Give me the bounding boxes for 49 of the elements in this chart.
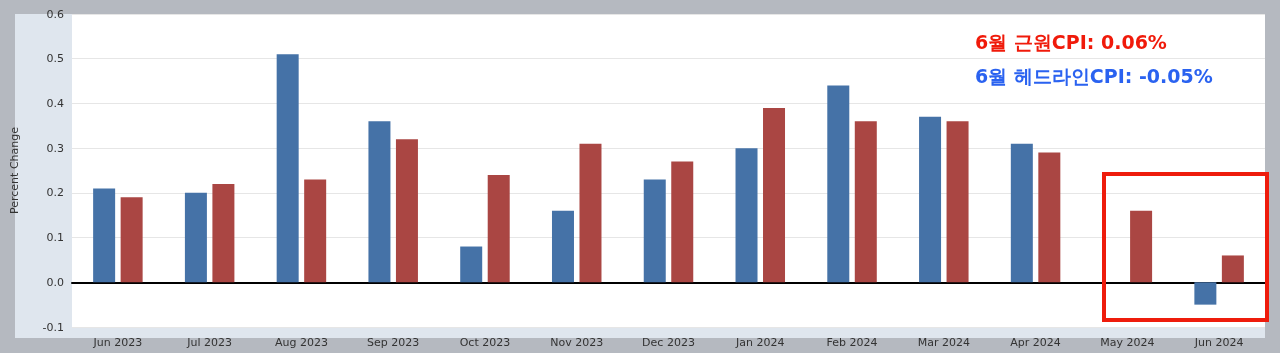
- y-tick-label: 0.5: [46, 52, 64, 66]
- bar: [551, 210, 574, 283]
- y-tick-label: 0.2: [46, 186, 64, 200]
- x-tick-label: Feb 2024: [826, 336, 878, 349]
- annotation: 6월 근원CPI: 0.06%: [975, 30, 1167, 55]
- y-tick-label: 0.1: [46, 231, 64, 245]
- bar: [1194, 282, 1217, 305]
- annotation: 6월 헤드라인CPI: -0.05%: [975, 64, 1213, 89]
- bar: [643, 179, 666, 283]
- bar: [460, 246, 483, 283]
- y-axis-title: Percent Change: [8, 126, 21, 215]
- bar: [487, 174, 510, 283]
- x-tick-label: Aug 2023: [274, 336, 328, 349]
- bar: [212, 183, 235, 283]
- y-tick-label: 0.4: [46, 96, 64, 110]
- x-tick-label: May 2024: [1100, 336, 1155, 349]
- x-tick-label: Dec 2023: [642, 336, 695, 349]
- bar: [854, 121, 877, 283]
- bar: [1130, 210, 1153, 283]
- bar: [579, 143, 602, 283]
- bar: [946, 121, 969, 283]
- bar: [93, 188, 116, 283]
- y-tick-label: -0.1: [42, 320, 64, 334]
- x-tick-label: Apr 2024: [1010, 336, 1061, 349]
- x-tick-label: Oct 2023: [459, 336, 511, 349]
- bar: [1221, 255, 1244, 283]
- x-tick-label: Jun 2024: [1193, 336, 1244, 349]
- bar: [827, 85, 850, 283]
- bar: [763, 107, 786, 283]
- bar: [304, 179, 327, 283]
- x-tick-label: Mar 2024: [917, 336, 970, 349]
- bar: [276, 54, 299, 283]
- bar: [919, 116, 942, 283]
- bar: [1010, 143, 1033, 283]
- bar: [120, 197, 143, 283]
- x-tick-label: Jun 2023: [92, 336, 143, 349]
- bar: [368, 121, 391, 283]
- bar: [671, 161, 694, 283]
- x-tick-label: Jan 2024: [735, 336, 785, 349]
- bar: [395, 139, 418, 283]
- bar: [1038, 152, 1061, 283]
- x-tick-label: Nov 2023: [550, 336, 604, 349]
- y-tick-label: 0.6: [46, 7, 64, 21]
- x-tick-label: Jul 2023: [186, 336, 233, 349]
- y-tick-label: 0.3: [46, 141, 64, 155]
- bar: [184, 192, 207, 283]
- y-tick-label: 0.0: [46, 275, 64, 289]
- bar: [735, 148, 758, 283]
- x-tick-label: Sep 2023: [367, 336, 420, 349]
